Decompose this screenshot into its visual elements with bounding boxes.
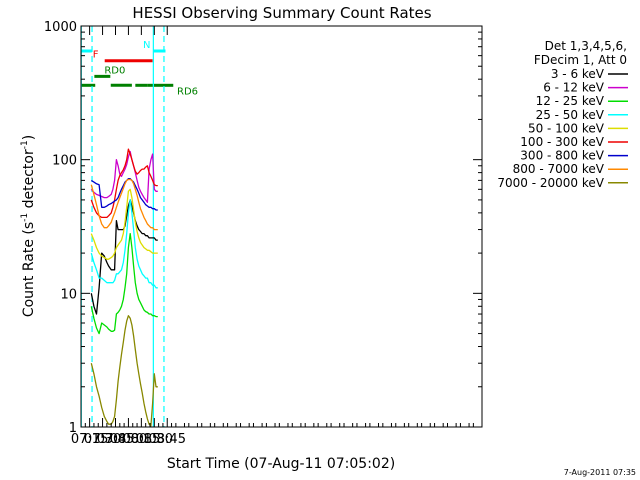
- x-tick-label: 07:15: [71, 432, 108, 447]
- status-bar-label: N: [143, 40, 150, 51]
- footer-timestamp: 7-Aug-2011 07:35: [564, 468, 636, 477]
- legend-label: 100 - 300 keV: [520, 135, 604, 149]
- status-bar-label: F: [93, 50, 99, 61]
- legend-label: 3 - 6 keV: [551, 67, 605, 81]
- y-axis-label-part-0: Count Rate (s: [21, 222, 37, 317]
- plot-frame: [80, 25, 483, 428]
- status-bar-label: RD6: [177, 86, 198, 97]
- series-line-4: [90, 188, 158, 260]
- legend-header-line-1: Det 1,3,4,5,6,: [545, 39, 627, 53]
- series-line-1: [90, 150, 158, 203]
- legend-label: 300 - 800 keV: [520, 149, 604, 163]
- x-tick-label: 08:15: [123, 432, 160, 447]
- legend: Det 1,3,4,5,6, FDecim 1, Att 0 3 - 6 keV…: [497, 39, 628, 190]
- x-tick-label: 07:45: [97, 432, 134, 447]
- legend-label: 25 - 50 keV: [536, 108, 605, 122]
- legend-label: 7000 - 20000 keV: [497, 176, 604, 190]
- y-axis-label-exp-1: -1: [20, 140, 30, 149]
- x-axis-label: Start Time (07-Aug-11 07:05:02): [167, 456, 395, 472]
- y-tick-label: 1: [69, 421, 77, 436]
- series-line-2: [90, 232, 158, 335]
- legend-header-line-2: FDecim 1, Att 0: [534, 53, 627, 67]
- series-line-7: [90, 178, 158, 231]
- x-tick-label: 07:30: [84, 432, 121, 447]
- x-tick-label: 08:00: [110, 432, 147, 447]
- series-lines: [90, 148, 158, 427]
- x-tick-label: 08:30: [136, 432, 173, 447]
- y-tick-label: 10: [60, 287, 77, 302]
- y-tick-label: 100: [52, 154, 77, 169]
- status-bar-label: RD0: [104, 65, 125, 76]
- y-axis-label-part-1: detector: [21, 149, 37, 213]
- legend-label: 12 - 25 keV: [536, 94, 605, 108]
- status-bars: N F RD0 RD6: [81, 40, 198, 97]
- legend-label: 50 - 100 keV: [528, 121, 605, 135]
- series-line-5: [90, 148, 158, 219]
- y-axis-label-exp-0: -1: [20, 213, 30, 222]
- y-axis-label-part-2: ): [21, 135, 37, 140]
- y-axis: 1 10 100 1000: [44, 20, 482, 436]
- chart-title: HESSI Observing Summary Count Rates: [132, 4, 431, 22]
- series-line-3: [90, 199, 158, 289]
- series-line-0: [90, 199, 158, 315]
- series-line-8: [90, 315, 158, 427]
- y-axis-label: Count Rate (s-1 detector-1): [20, 135, 37, 317]
- y-tick-label: 1000: [44, 20, 77, 35]
- legend-label: 6 - 12 keV: [543, 81, 605, 95]
- legend-label: 800 - 7000 keV: [513, 162, 605, 176]
- x-tick-label: 08:45: [149, 432, 186, 447]
